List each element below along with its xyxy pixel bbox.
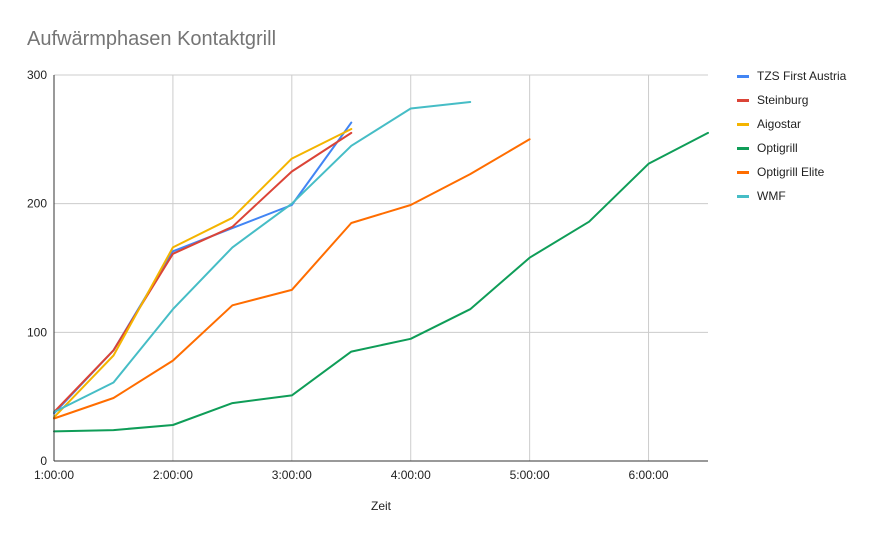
x-axis-title: Zeit: [371, 499, 392, 513]
axes: 0 100 200 300 1:00:00 2:00:00 3:00:00 4:00:00 5:…: [27, 68, 708, 482]
series-line-4: [53, 138, 531, 420]
x-tick-label: 1:00:00: [34, 468, 74, 482]
series-lines: [53, 101, 709, 433]
legend-label: Aigostar: [757, 117, 801, 131]
x-tick-label: 4:00:00: [391, 468, 431, 482]
legend-swatch: [737, 195, 749, 198]
x-tick-label: 5:00:00: [510, 468, 550, 482]
series-line-3: [53, 131, 709, 433]
x-tick-label: 6:00:00: [629, 468, 669, 482]
legend-swatch: [737, 171, 749, 174]
series-line-2: [53, 128, 353, 419]
y-tick-label: 200: [27, 197, 47, 211]
y-tick-label: 300: [27, 68, 47, 82]
legend-label: TZS First Austria: [757, 69, 847, 83]
series-line-5: [53, 101, 472, 414]
grid: [54, 74, 708, 461]
legend-swatch: [737, 123, 749, 126]
legend-label: Optigrill Elite: [757, 165, 825, 179]
y-tick-label: 100: [27, 325, 47, 339]
legend: TZS First Austria Steinburg Aigostar Optigr…: [737, 69, 847, 203]
legend-label: Optigrill: [757, 141, 798, 155]
chart-title: Aufwärmphasen Kontaktgrill: [27, 28, 277, 50]
x-tick-label: 2:00:00: [153, 468, 193, 482]
y-tick-label: 0: [40, 454, 47, 468]
x-tick-label: 3:00:00: [272, 468, 312, 482]
legend-label: WMF: [757, 189, 786, 203]
series-line-1: [53, 131, 353, 414]
legend-swatch: [737, 75, 749, 78]
legend-swatch: [737, 99, 749, 102]
legend-label: Steinburg: [757, 93, 808, 107]
legend-swatch: [737, 147, 749, 150]
